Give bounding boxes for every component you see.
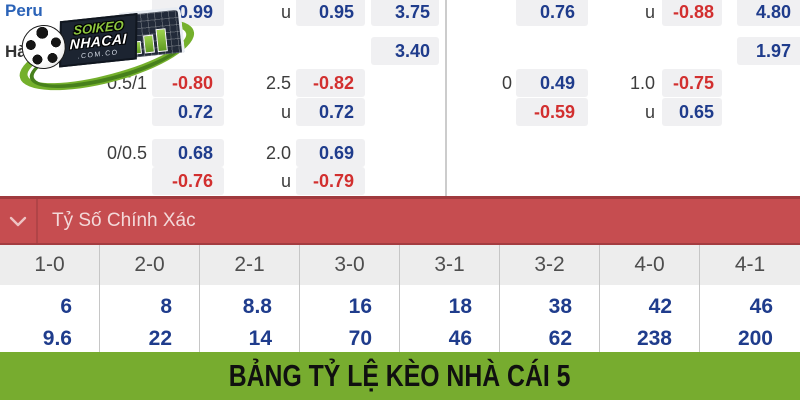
h1-ou-label: 1.0 [629,73,655,93]
score-column: 2-1 8.8 14 [200,245,300,352]
odds-row: -0.76 u -0.79 [0,167,800,195]
footer-title: BẢNG TỶ LỆ KÈO NHÀ CÁI 5 [229,358,571,393]
ft-handicap-odds[interactable]: -0.80 [152,69,224,97]
score-odds[interactable]: 14 [248,327,272,350]
ft-ou-odds[interactable]: -0.79 [296,167,365,195]
score-odds[interactable]: 62 [548,327,572,350]
score-odds[interactable]: 200 [737,327,773,350]
half-divider [445,0,447,196]
score-odds[interactable]: 46 [749,295,773,318]
section-header-divider [36,199,38,243]
odds-row: 0.99 u 0.95 3.75 0.76 u -0.88 4.80 [0,0,800,26]
ft-ou-label: u [280,171,291,191]
score-odds[interactable]: 16 [348,295,372,318]
ft-1x2-odds[interactable]: 3.40 [371,37,439,65]
score-header: 2-1 [200,245,299,285]
chevron-down-icon[interactable] [0,216,36,227]
score-header: 1-0 [0,245,99,285]
ft-ou-label: 2.5 [265,73,291,93]
ft-handicap-odds[interactable]: 0.72 [152,98,224,126]
logo-text-bottom: .COM.CO [77,49,119,61]
section-title: Tỷ Số Chính Xác [52,210,196,231]
score-column: 2-0 8 22 [100,245,200,352]
ft-ou-odds[interactable]: 0.72 [296,98,365,126]
h1-ou-odds[interactable]: -0.75 [662,69,722,97]
ft-ou-odds[interactable]: -0.82 [296,69,365,97]
score-odds[interactable]: 70 [348,327,372,350]
score-header: 3-1 [400,245,499,285]
score-header: 3-2 [500,245,599,285]
score-odds[interactable]: 46 [448,327,472,350]
ft-ou-label: u [280,102,291,122]
h1-ou-odds[interactable]: 0.65 [662,98,722,126]
odds-row: 0.72 u 0.72 -0.59 u 0.65 [0,98,800,126]
h1-handicap-odds[interactable]: -0.59 [516,98,588,126]
h1-1x2-odds[interactable]: 1.97 [737,37,800,65]
score-header: 3-0 [300,245,399,285]
h1-ou-label: u [644,2,655,22]
h1-handicap-odds[interactable]: 0.76 [516,0,588,26]
h1-1x2-odds[interactable]: 4.80 [737,0,800,26]
ft-1x2-odds[interactable]: 3.75 [371,0,439,26]
score-odds[interactable]: 18 [448,295,472,318]
ft-handicap-label: 0.5/1 [106,73,147,93]
score-column: 3-0 16 70 [300,245,400,352]
score-column: 3-1 18 46 [400,245,500,352]
score-header: 4-0 [600,245,699,285]
h1-handicap-label: 0 [501,73,512,93]
ft-handicap-odds[interactable]: -0.76 [152,167,224,195]
correct-score-table: 1-0 6 9.6 2-0 8 22 2-1 8.8 14 3-0 16 70 … [0,245,800,352]
score-odds[interactable]: 6 [60,295,72,318]
ft-handicap-label: 0/0.5 [106,143,147,163]
ft-handicap-odds[interactable]: 0.68 [152,139,224,167]
score-column: 4-0 42 238 [600,245,700,352]
score-odds[interactable]: 8.8 [242,295,272,318]
score-column: 4-1 46 200 [700,245,800,352]
score-odds[interactable]: 38 [548,295,572,318]
logo-text-panel: SOIKEO NHACAI .COM.CO [59,13,138,68]
score-odds[interactable]: 42 [648,295,672,318]
correct-score-section-header[interactable]: Tỷ Số Chính Xác [0,196,800,245]
ft-ou-odds[interactable]: 0.69 [296,139,365,167]
odds-row: 0.5/1 -0.80 2.5 -0.82 0 0.49 1.0 -0.75 [0,69,800,97]
score-odds[interactable]: 8 [160,295,172,318]
odds-panel: Peru Hà 0.99 u 0.95 3.75 0.76 u -0.88 4.… [0,0,800,196]
odds-row: 3.40 1.97 [0,37,800,65]
h1-ou-odds[interactable]: -0.88 [662,0,722,26]
score-header: 2-0 [100,245,199,285]
score-column: 3-2 38 62 [500,245,600,352]
ft-ou-label: 2.0 [265,143,291,163]
ft-ou-label: u [280,2,291,22]
odds-row: 0/0.5 0.68 2.0 0.69 [0,139,800,167]
score-header: 4-1 [700,245,800,285]
team-home-name: Peru [5,1,43,20]
h1-handicap-odds[interactable]: 0.49 [516,69,588,97]
score-odds[interactable]: 22 [148,327,172,350]
score-odds[interactable]: 9.6 [42,327,72,350]
footer-banner: BẢNG TỶ LỆ KÈO NHÀ CÁI 5 [0,352,800,400]
score-odds[interactable]: 238 [636,327,672,350]
h1-ou-label: u [644,102,655,122]
ft-ou-odds[interactable]: 0.95 [296,0,365,26]
score-column: 1-0 6 9.6 [0,245,100,352]
